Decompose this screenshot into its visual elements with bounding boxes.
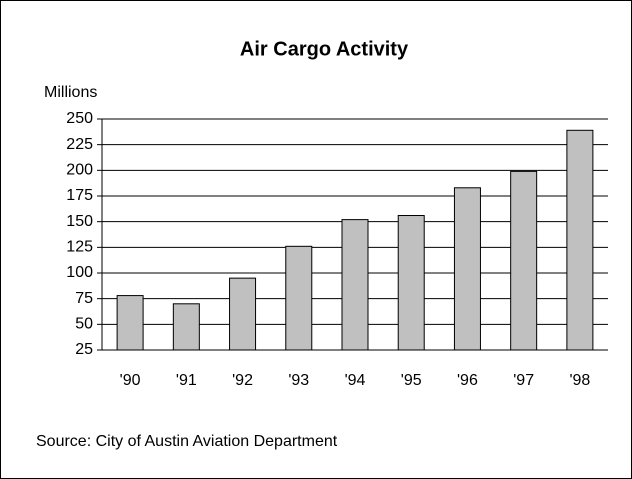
- x-tick-label: '91: [176, 372, 197, 389]
- y-axis-label: Millions: [44, 84, 97, 101]
- bar: [566, 129, 594, 351]
- x-tick-label: '90: [120, 372, 141, 389]
- bar: [229, 277, 257, 351]
- bar: [510, 170, 538, 351]
- x-tick-label: '94: [345, 372, 366, 389]
- bar: [397, 215, 425, 351]
- bar: [116, 295, 144, 351]
- x-tick-label: '95: [401, 372, 422, 389]
- x-tick-label: '92: [232, 372, 253, 389]
- y-tick-label: 150: [66, 213, 93, 230]
- y-tick-label: 100: [66, 264, 93, 281]
- y-tick-label: 175: [66, 187, 93, 204]
- bar: [453, 187, 481, 351]
- y-tick-label: 50: [75, 316, 93, 333]
- chart-title: Air Cargo Activity: [240, 38, 409, 60]
- x-tick-label: '98: [569, 372, 590, 389]
- y-tick-label: 250: [66, 110, 93, 127]
- y-tick-label: 25: [75, 341, 93, 358]
- y-tick-label: 125: [66, 239, 93, 256]
- bar: [285, 245, 313, 351]
- source: Source: City of Austin Aviation Departme…: [36, 433, 338, 450]
- x-tick-label: '96: [457, 372, 478, 389]
- x-tick-label: '93: [288, 372, 309, 389]
- bar: [172, 303, 200, 351]
- y-tick-label: 75: [75, 290, 93, 307]
- y-tick-label: 225: [66, 136, 93, 153]
- y-tick-label: 200: [66, 162, 93, 179]
- x-tick-label: '97: [513, 372, 534, 389]
- bar: [341, 219, 369, 351]
